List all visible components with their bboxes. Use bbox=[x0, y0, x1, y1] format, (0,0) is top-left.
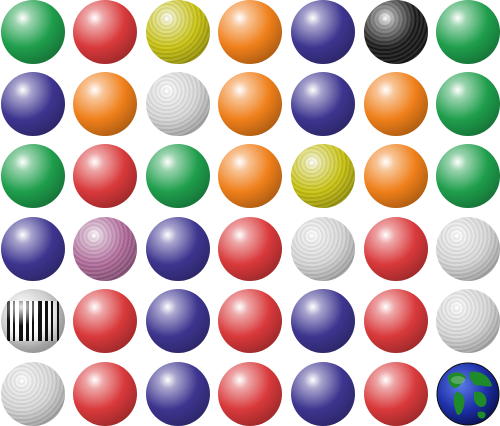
red-ball[interactable] bbox=[364, 362, 428, 426]
blue-ball[interactable] bbox=[1, 72, 65, 136]
white-ball[interactable] bbox=[436, 217, 500, 281]
orange-ball[interactable] bbox=[218, 0, 282, 64]
orange-ball[interactable] bbox=[364, 144, 428, 208]
orange-ball[interactable] bbox=[73, 72, 137, 136]
blue-ball[interactable] bbox=[146, 289, 210, 353]
white-ball[interactable] bbox=[291, 217, 355, 281]
blue-ball[interactable] bbox=[291, 289, 355, 353]
red-ball[interactable] bbox=[218, 289, 282, 353]
blue-ball[interactable] bbox=[146, 362, 210, 426]
white-ball[interactable] bbox=[436, 289, 500, 353]
green-ball[interactable] bbox=[1, 0, 65, 64]
orange-ball[interactable] bbox=[364, 72, 428, 136]
green-ball[interactable] bbox=[146, 144, 210, 208]
red-ball[interactable] bbox=[73, 289, 137, 353]
globe-ball[interactable] bbox=[436, 362, 500, 426]
red-ball[interactable] bbox=[364, 289, 428, 353]
blue-ball[interactable] bbox=[146, 217, 210, 281]
red-ball[interactable] bbox=[218, 217, 282, 281]
yellow-ball[interactable] bbox=[291, 144, 355, 208]
red-ball[interactable] bbox=[73, 0, 137, 64]
blue-ball[interactable] bbox=[291, 72, 355, 136]
pink-ball[interactable] bbox=[73, 217, 137, 281]
orange-ball[interactable] bbox=[218, 72, 282, 136]
white-ball[interactable] bbox=[1, 362, 65, 426]
black-ball[interactable] bbox=[364, 0, 428, 64]
blue-ball[interactable] bbox=[291, 362, 355, 426]
red-ball[interactable] bbox=[73, 362, 137, 426]
red-ball[interactable] bbox=[218, 362, 282, 426]
yellow-ball[interactable] bbox=[146, 0, 210, 64]
green-ball[interactable] bbox=[436, 0, 500, 64]
green-ball[interactable] bbox=[1, 144, 65, 208]
white-ball[interactable] bbox=[146, 72, 210, 136]
green-ball[interactable] bbox=[436, 72, 500, 136]
orange-ball[interactable] bbox=[218, 144, 282, 208]
barcode-ball[interactable] bbox=[1, 289, 65, 353]
blue-ball[interactable] bbox=[291, 0, 355, 64]
red-ball[interactable] bbox=[73, 144, 137, 208]
blue-ball[interactable] bbox=[1, 217, 65, 281]
green-ball[interactable] bbox=[436, 144, 500, 208]
red-ball[interactable] bbox=[364, 217, 428, 281]
